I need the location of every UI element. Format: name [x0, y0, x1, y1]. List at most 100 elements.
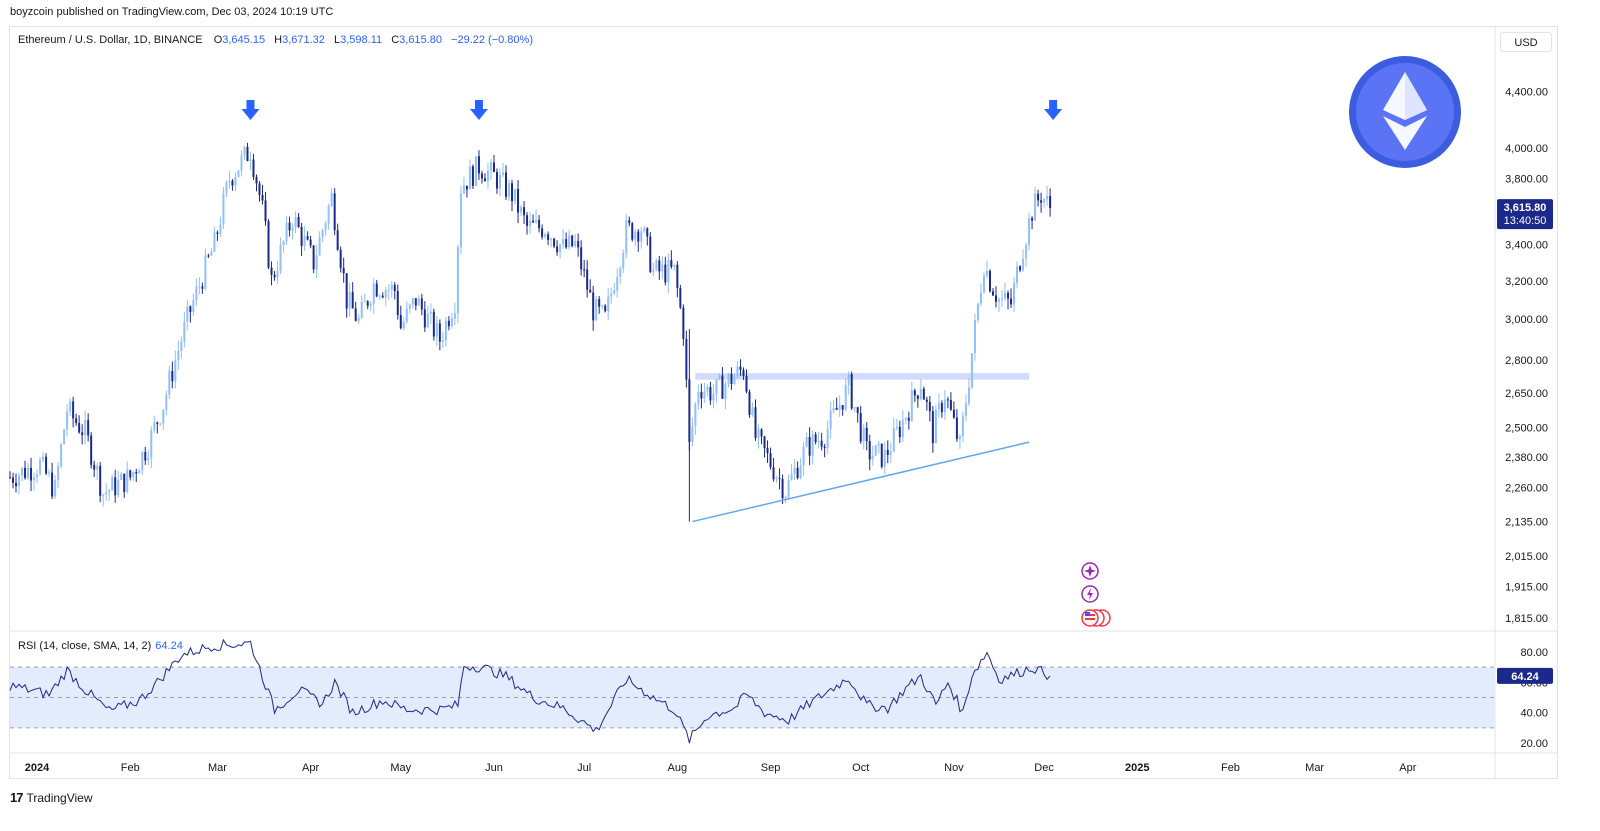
candle-up: [757, 429, 760, 438]
candle-up: [784, 497, 787, 499]
candle-down: [571, 235, 574, 247]
candle-down: [297, 217, 300, 227]
candle-up: [634, 231, 637, 240]
candle-down: [1040, 200, 1043, 203]
candle-down: [480, 173, 483, 179]
candle-up: [826, 429, 829, 448]
candle-down: [505, 172, 508, 197]
candle-up: [964, 403, 967, 416]
candle-down: [1007, 292, 1010, 299]
candle-down: [859, 412, 862, 442]
candle-up: [985, 270, 988, 276]
candle-up: [303, 235, 306, 246]
candle-up: [408, 304, 411, 309]
candle-up: [441, 340, 444, 342]
candle-down: [420, 298, 423, 310]
candle-up: [240, 155, 243, 171]
candle-down: [306, 235, 309, 240]
candle-down: [511, 183, 514, 202]
candle-up: [817, 440, 820, 443]
candle-down: [946, 399, 949, 401]
footer-brand[interactable]: 17 TradingView: [10, 790, 93, 805]
candle-up: [234, 176, 237, 186]
candle-down: [189, 306, 192, 313]
rsi-tick-label: 80.00: [1520, 647, 1548, 659]
candle-up: [655, 260, 658, 270]
candle-up: [979, 292, 982, 304]
candle-up: [390, 284, 393, 290]
candle-down: [841, 405, 844, 410]
candle-down: [1049, 195, 1052, 209]
candle-down: [1019, 266, 1022, 271]
candle-up: [165, 394, 168, 410]
candle-up: [862, 427, 865, 442]
candle-down: [75, 418, 78, 424]
candle-up: [613, 290, 616, 294]
candle-down: [1037, 193, 1040, 201]
candle-up: [691, 425, 694, 442]
high-label: H: [274, 34, 283, 46]
candle-down: [991, 291, 994, 296]
price-badge-countdown: 13:40:50: [1504, 215, 1547, 227]
candle-up: [874, 445, 877, 456]
change-value: −29.22 (−0.80%): [451, 34, 533, 46]
candle-up: [832, 408, 835, 411]
candle-down: [556, 246, 559, 253]
price-tick-label: 3,200.00: [1505, 276, 1548, 288]
candle-up: [787, 479, 790, 498]
candle-down: [679, 288, 682, 308]
candle-up: [84, 420, 87, 436]
close-label: C: [391, 34, 400, 46]
candle-up: [967, 387, 970, 404]
down-arrow-icon: [241, 100, 260, 120]
candle-up: [706, 387, 709, 392]
candle-up: [595, 298, 598, 321]
candle-down: [586, 269, 589, 290]
price-tick-label: 1,915.00: [1505, 581, 1548, 593]
candle-up: [120, 473, 123, 480]
candle-up: [387, 289, 390, 291]
candle-down: [922, 388, 925, 400]
candle-down: [114, 477, 117, 496]
symbol-title[interactable]: Ethereum / U.S. Dollar, 1D, BINANCE: [18, 34, 203, 46]
candle-down: [1010, 298, 1013, 305]
candle-down: [913, 390, 916, 396]
candle-down: [309, 239, 312, 246]
candle-up: [348, 291, 351, 309]
time-tick-label: 2025: [1125, 762, 1149, 774]
candle-up: [54, 480, 57, 497]
candle-down: [90, 435, 93, 465]
candle-up: [363, 301, 366, 303]
candle-up: [243, 147, 246, 156]
candle-down: [676, 264, 679, 289]
candle-down: [940, 402, 943, 413]
candle-up: [895, 426, 898, 429]
time-tick-label: Apr: [1399, 762, 1416, 774]
candle-up: [486, 170, 489, 182]
rsi-title[interactable]: RSI (14, close, SMA, 14, 2): [18, 640, 152, 652]
candle-up: [168, 371, 171, 395]
candle-up: [450, 318, 453, 327]
candle-up: [210, 251, 213, 256]
candle-down: [333, 193, 336, 231]
candle-up: [904, 417, 907, 420]
time-tick-label: Feb: [1221, 762, 1240, 774]
candle-down: [12, 477, 15, 483]
candle-up: [435, 323, 438, 337]
close-value: 3,615.80: [399, 34, 442, 46]
candle-down: [664, 264, 667, 283]
candle-down: [649, 236, 652, 272]
candle-down: [30, 467, 33, 481]
candle-up: [285, 222, 288, 242]
candle-down: [477, 156, 480, 174]
time-tick-label: Sep: [761, 762, 781, 774]
candle-down: [547, 234, 550, 240]
rsi-badge-value: 64.24: [1511, 671, 1539, 683]
currency-button[interactable]: USD: [1500, 32, 1552, 52]
candle-up: [802, 446, 805, 466]
candle-down: [258, 183, 261, 196]
price-tick-label: 4,000.00: [1505, 143, 1548, 155]
candle-down: [492, 162, 495, 173]
candle-up: [456, 247, 459, 314]
